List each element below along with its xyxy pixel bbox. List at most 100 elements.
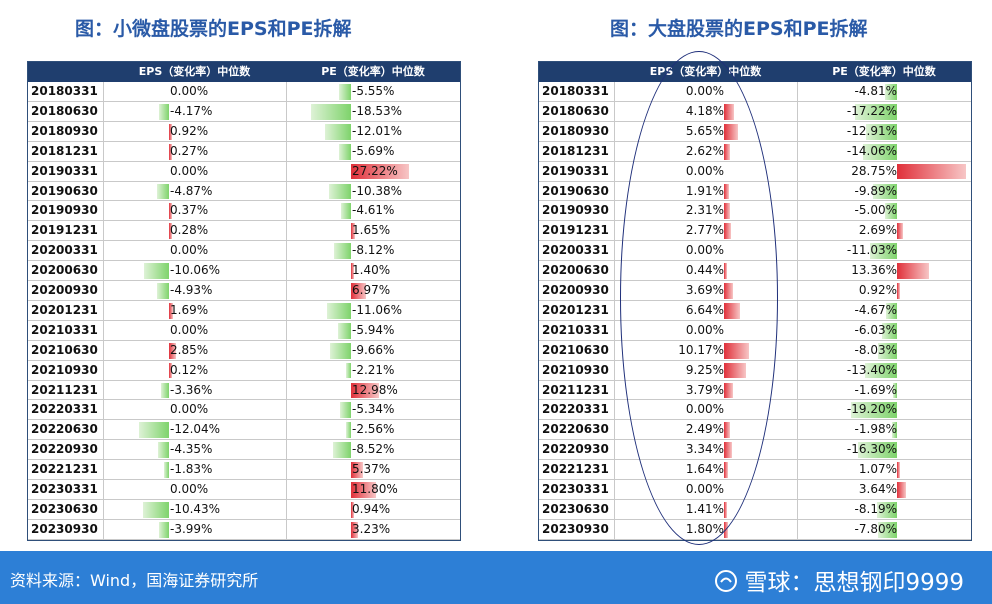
negative-bar [850, 402, 897, 419]
row-divider [28, 220, 460, 222]
value-label: -6.03% [854, 322, 897, 337]
negative-bar [333, 243, 351, 260]
negative-bar [877, 501, 897, 518]
value-label: -2.56% [352, 422, 395, 437]
value-label: 0.12% [170, 362, 209, 377]
negative-bar [346, 362, 351, 379]
right-table-title: 图：大盘股票的EPS和PE拆解 [610, 18, 868, 40]
positive-bar [351, 382, 379, 399]
date-cell: 20220630 [542, 422, 609, 437]
date-cell: 20190630 [31, 183, 98, 198]
row-divider [28, 379, 460, 381]
positive-bar [169, 123, 172, 140]
value-label: 3.64% [858, 482, 897, 496]
row-divider [28, 240, 460, 242]
value-label: -4.81% [854, 84, 897, 98]
value-label: -10.38% [352, 183, 403, 198]
value-label: 0.37% [170, 203, 209, 218]
date-cell: 20181231 [31, 143, 98, 158]
negative-bar [882, 322, 897, 339]
positive-bar [351, 263, 354, 279]
value-label: 0.92% [170, 123, 209, 138]
date-cell: 20200630 [542, 263, 609, 278]
value-label: 11.80% [352, 482, 398, 496]
highlight-ellipse [620, 51, 778, 545]
negative-bar [870, 243, 897, 260]
value-label: 3.23% [352, 521, 391, 536]
positive-bar [897, 263, 930, 279]
negative-bar [330, 342, 351, 359]
row-divider [28, 180, 460, 182]
date-cell: 20220630 [31, 422, 98, 437]
date-cell: 20230630 [542, 501, 609, 516]
value-label: -10.06% [170, 263, 221, 278]
value-label: -4.35% [170, 442, 213, 457]
value-label: 12.98% [352, 382, 398, 397]
table-header: EPS（变化率）中位数 PE（变化率）中位数 [28, 62, 460, 82]
value-label: 0.92% [858, 283, 897, 297]
value-label: -8.19% [854, 501, 897, 516]
date-cell: 20190331 [31, 163, 98, 178]
date-cell: 20180331 [542, 84, 609, 98]
value-label: 0.00% [170, 163, 209, 178]
negative-bar [332, 442, 351, 459]
header-cell: PE（变化率）中位数 [321, 65, 425, 78]
positive-bar [169, 143, 172, 160]
positive-bar [351, 482, 377, 498]
negative-bar [138, 422, 169, 439]
value-label: 2.69% [858, 223, 897, 238]
value-label: -13.40% [846, 362, 897, 377]
positive-bar [351, 501, 354, 518]
date-cell: 20210630 [31, 342, 98, 357]
row-divider [28, 498, 460, 500]
value-label: 1.07% [858, 462, 897, 477]
date-cell: 20220331 [31, 402, 98, 417]
header-cell [28, 62, 103, 82]
negative-bar [892, 422, 897, 439]
row-divider [28, 339, 460, 341]
negative-bar [878, 521, 897, 538]
source-note: 资料来源：Wind，国海证券研究所 [10, 571, 259, 590]
row-divider [28, 160, 460, 162]
date-cell: 20180930 [31, 123, 98, 138]
date-cell: 20200630 [31, 263, 98, 278]
positive-bar [897, 223, 904, 240]
value-label: -17.22% [846, 103, 897, 118]
value-label: -18.53% [352, 103, 403, 118]
value-label: -4.67% [854, 302, 897, 317]
date-cell: 20210930 [542, 362, 609, 377]
date-cell: 20190630 [542, 183, 609, 198]
value-label: 0.27% [170, 143, 209, 158]
date-cell: 20190930 [542, 203, 609, 218]
negative-bar [857, 442, 897, 459]
row-divider [28, 479, 460, 480]
value-label: 0.00% [170, 402, 209, 417]
value-label: -7.80% [854, 521, 897, 536]
negative-bar [339, 84, 351, 100]
date-cell: 20210331 [31, 322, 98, 337]
negative-bar [341, 203, 351, 220]
positive-bar [351, 223, 355, 240]
positive-bar [169, 362, 172, 379]
positive-bar [169, 223, 172, 240]
value-label: -4.93% [170, 283, 213, 297]
row-divider [28, 399, 460, 401]
row-divider [539, 518, 971, 520]
positive-bar [169, 342, 177, 359]
value-label: -9.66% [352, 342, 395, 357]
negative-bar [327, 302, 351, 319]
negative-bar [345, 422, 351, 439]
value-label: 0.00% [170, 482, 209, 496]
negative-bar [338, 143, 351, 160]
row-divider [28, 200, 460, 202]
negative-bar [873, 183, 897, 200]
date-cell: 20191231 [542, 223, 609, 238]
negative-bar [892, 382, 897, 399]
value-label: -16.30% [846, 442, 897, 457]
negative-bar [164, 462, 169, 478]
small-cap-table: EPS（变化率）中位数 PE（变化率）中位数 20180331 0.00% -5.55%… [27, 61, 461, 541]
value-label: 1.65% [352, 223, 391, 238]
date-cell: 20200930 [542, 283, 609, 297]
watermark: 雪球：思想钢印9999 [714, 563, 964, 597]
negative-bar [158, 103, 169, 120]
